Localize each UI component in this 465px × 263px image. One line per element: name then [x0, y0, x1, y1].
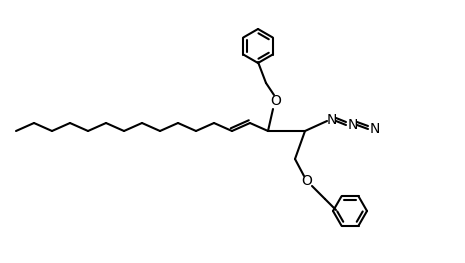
Text: N: N	[348, 118, 358, 132]
Text: N: N	[327, 113, 337, 127]
Text: N: N	[370, 122, 380, 136]
Text: O: O	[302, 174, 312, 188]
Text: O: O	[271, 94, 281, 108]
